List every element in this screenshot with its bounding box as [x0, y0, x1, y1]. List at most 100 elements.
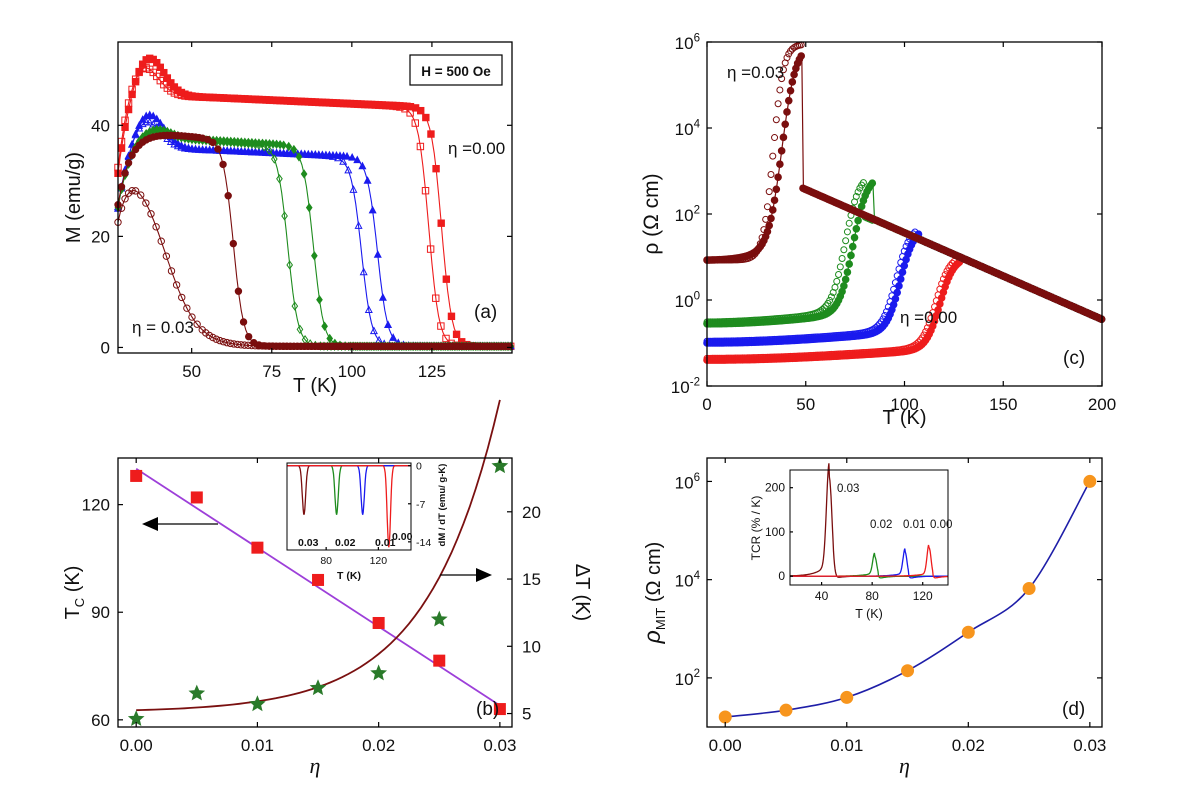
- rt-point: [797, 52, 806, 60]
- inset-curve-label: 0.02: [335, 537, 356, 549]
- dt-fit-curve: [136, 399, 501, 712]
- panel-label: (c): [1063, 348, 1085, 369]
- y-tick-label: 120: [82, 496, 110, 515]
- inset-y-tick: 200: [765, 481, 785, 495]
- mt-point: [409, 342, 418, 351]
- x-tick-label: 150: [989, 395, 1017, 414]
- mt-point: [307, 342, 316, 351]
- rt-point-open: [938, 280, 946, 288]
- rt-point-open: [819, 305, 827, 313]
- mt-point: [152, 114, 161, 123]
- y-tick-label: 90: [91, 603, 110, 622]
- inset-y-tick: 0: [778, 569, 785, 583]
- rt-point-open: [842, 237, 850, 245]
- mt-point: [445, 342, 453, 351]
- mt-point: [239, 318, 248, 326]
- mt-point: [121, 169, 129, 177]
- rt-point-open: [778, 75, 786, 83]
- rt-point-open: [852, 192, 860, 200]
- mt-point: [349, 185, 358, 193]
- mt-point: [269, 342, 277, 350]
- x-tick-label: 75: [262, 362, 281, 381]
- rt-point-open: [758, 234, 766, 242]
- mt-point: [128, 151, 136, 159]
- mt-point: [229, 239, 238, 248]
- mt-point: [290, 144, 298, 155]
- mt-point: [152, 223, 160, 231]
- inset-y-label: TCR (% / K): [749, 496, 763, 561]
- rt-point: [786, 86, 795, 95]
- mt-point: [121, 123, 129, 131]
- rt-point-open: [756, 240, 764, 248]
- mt-point: [188, 313, 196, 321]
- dt-point: [370, 664, 388, 681]
- inset-curve-label: 0.01: [375, 537, 396, 549]
- rt-point-open: [923, 324, 931, 332]
- x-tick-label: 125: [418, 362, 446, 381]
- rt-point: [790, 70, 798, 79]
- y-tick-label: 106: [675, 32, 700, 53]
- mt-point: [434, 342, 443, 351]
- mt-point: [392, 342, 400, 351]
- rt-point-open: [909, 342, 917, 350]
- mt-point: [411, 119, 419, 127]
- mt-point: [291, 301, 299, 311]
- plot-frame: [117, 41, 513, 354]
- rt-point: [788, 78, 797, 86]
- mt-point: [395, 342, 404, 351]
- inset-curve-label: 0.02: [870, 519, 892, 531]
- y-tick-label: 102: [675, 204, 700, 225]
- tc-point: [130, 469, 143, 482]
- mt-point: [388, 342, 397, 351]
- inset-x-label: T (K): [337, 570, 361, 582]
- rt-point-open: [771, 134, 779, 142]
- mt-point: [138, 119, 147, 128]
- mt-point: [290, 342, 298, 350]
- mt-point: [432, 164, 440, 173]
- rt-point-open: [881, 312, 889, 320]
- mt-point: [255, 140, 263, 150]
- eta-annotation-bottom: η = 0.03: [132, 318, 194, 337]
- tc-point: [372, 616, 385, 629]
- x-axis-label: η: [310, 753, 321, 778]
- mt-point: [396, 103, 404, 111]
- x-axis-label: T (K): [882, 407, 926, 429]
- x-tick-label: 0.03: [483, 736, 516, 755]
- inset-x-tick: 120: [370, 555, 388, 567]
- mt-point: [293, 342, 302, 350]
- mt-point: [368, 205, 377, 214]
- mt-point: [452, 342, 460, 351]
- rt-point: [767, 214, 775, 223]
- mt-point: [426, 245, 435, 253]
- mt-point: [401, 105, 409, 113]
- mt-point: [286, 342, 295, 350]
- y-axis-label: ρMIT (Ω cm): [639, 542, 668, 645]
- rt-point-open: [902, 242, 910, 250]
- panel-d-inset: 40 80 120 0 100 200 T (K) TCR (% / K) 0.03 0.02 0.…: [749, 463, 952, 621]
- rt-point-open: [947, 261, 955, 269]
- mt-point: [281, 211, 288, 221]
- rt-point-open: [779, 66, 787, 74]
- arrow-head: [476, 568, 492, 582]
- mt-point: [321, 342, 330, 351]
- mt-point: [364, 305, 373, 314]
- mt-point: [325, 342, 333, 351]
- rt-point: [772, 185, 781, 194]
- rt-point-open: [783, 54, 791, 62]
- x-tick-label: 0.00: [120, 736, 153, 755]
- mt-point: [286, 260, 294, 270]
- panel-label: (a): [474, 302, 497, 323]
- mt-point: [137, 191, 145, 199]
- mt-point: [420, 342, 428, 351]
- plot-frame: [117, 457, 513, 728]
- mt-point: [138, 115, 147, 123]
- y2-tick-label: 5: [522, 705, 531, 724]
- y2-tick-label: 15: [522, 570, 541, 589]
- mt-point: [124, 99, 133, 107]
- mt-point: [314, 342, 323, 351]
- mt-point: [424, 342, 432, 351]
- mt-point: [406, 109, 414, 117]
- mt-point: [339, 157, 348, 165]
- mt-point: [234, 287, 243, 295]
